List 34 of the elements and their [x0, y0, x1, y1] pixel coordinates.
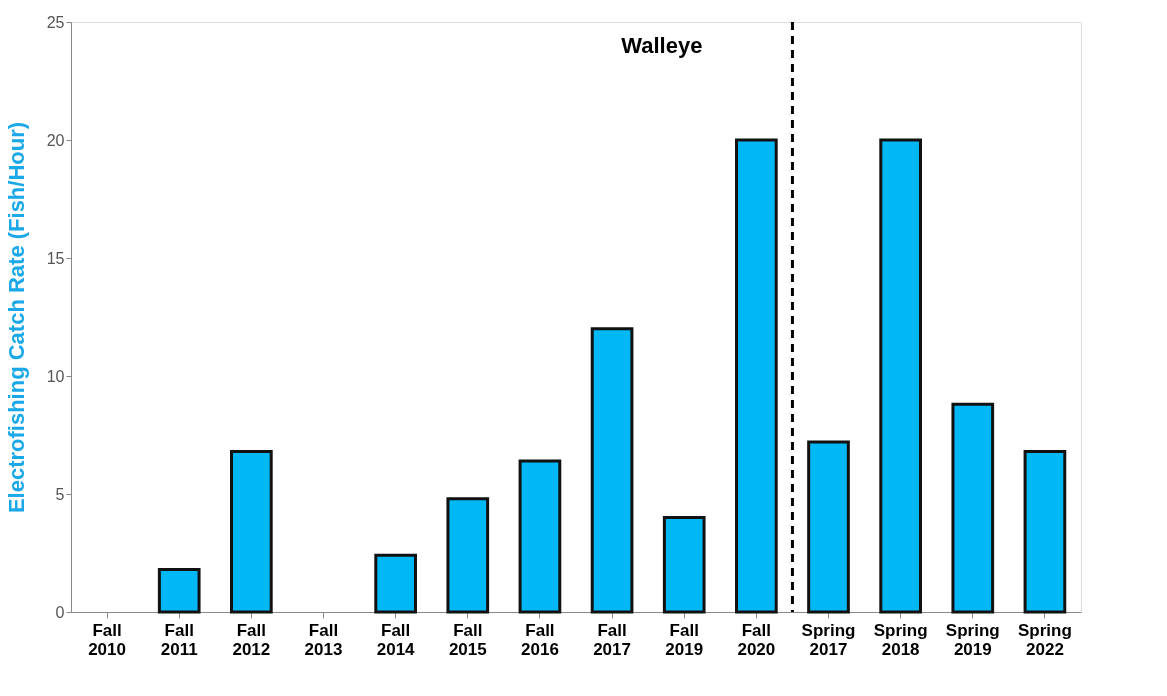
- bar: [518, 459, 562, 614]
- y-tick-label: 20: [46, 131, 65, 149]
- x-tick-label: Fall 2020: [737, 620, 776, 659]
- bar: [374, 553, 417, 614]
- x-tick-label: Fall 2013: [304, 620, 343, 659]
- x-tick-label: Fall 2014: [376, 620, 416, 659]
- bar: [157, 568, 201, 614]
- bar: [951, 402, 995, 614]
- text: Walleye: [621, 33, 703, 58]
- x-tick-label: Spring 2019: [945, 620, 1000, 659]
- y-tick-label: 25: [46, 13, 65, 31]
- y-tick-label: 10: [46, 367, 65, 385]
- x-tick-label: Fall 2017: [593, 620, 631, 659]
- x-tick-label: Fall 2012: [232, 620, 271, 659]
- x-tick-label: Spring 2022: [1018, 620, 1072, 659]
- bar: [807, 440, 850, 614]
- x-tick-label: Spring 2017: [801, 620, 856, 659]
- x-tick-label: Fall 2011: [160, 620, 198, 659]
- y-tick-label: 5: [55, 485, 65, 503]
- bar: [735, 138, 778, 614]
- x-tick-label: Fall 2019: [665, 620, 704, 659]
- x-tick-label: Fall 2010: [88, 620, 126, 659]
- bar: [662, 516, 706, 614]
- bar: [446, 497, 490, 614]
- bar: [1023, 450, 1067, 614]
- y-axis-title: Electrofishing Catch Rate (Fish/Hour): [3, 121, 29, 514]
- bar: [590, 327, 634, 614]
- x-tick-label: Fall 2015: [448, 620, 487, 659]
- bar: [879, 138, 922, 614]
- x-tick-label: Spring 2018: [873, 620, 928, 659]
- bar: [230, 450, 273, 614]
- y-tick-label: 15: [46, 249, 65, 267]
- x-tick-label: Fall 2016: [521, 620, 559, 659]
- y-tick-label: 0: [55, 603, 65, 621]
